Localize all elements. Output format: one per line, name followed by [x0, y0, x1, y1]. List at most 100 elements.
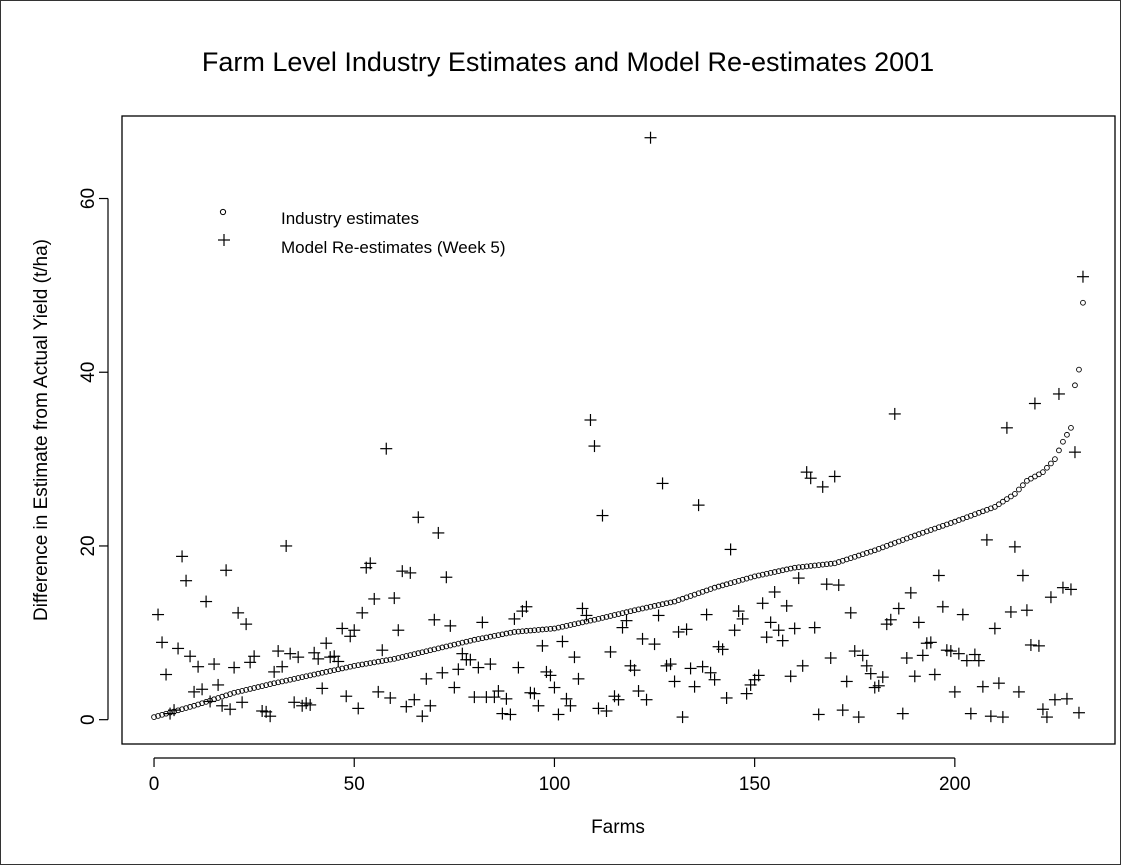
model-reestimate-point: [1004, 605, 1017, 618]
model-reestimate-point: [680, 623, 693, 636]
industry-estimate-point: [735, 578, 742, 584]
industry-estimate-point: [283, 677, 290, 684]
industry-estimate-point: [1000, 498, 1006, 505]
industry-estimate-point: [307, 672, 314, 679]
industry-estimate-point: [331, 667, 338, 674]
model-reestimate-point: [412, 511, 425, 524]
model-reestimate-point: [496, 707, 509, 720]
model-reestimate-point: [616, 621, 629, 634]
industry-estimate-point: [1004, 496, 1010, 502]
industry-estimate-point: [595, 615, 602, 622]
industry-estimate-point: [559, 623, 566, 630]
model-reestimate-point: [812, 708, 825, 721]
model-reestimate-point: [1072, 706, 1085, 719]
model-reestimate-point: [508, 612, 521, 625]
industry-estimate-point: [515, 628, 522, 635]
industry-estimate-point: [763, 570, 770, 577]
model-reestimate-point: [912, 616, 925, 629]
model-reestimate-point: [908, 670, 921, 683]
model-reestimate-point: [220, 564, 233, 577]
industry-estimate-point: [415, 650, 422, 656]
model-reestimate-point: [916, 649, 929, 662]
industry-estimate-point: [399, 654, 406, 660]
industry-estimate-point: [343, 664, 350, 671]
industry-estimate-point: [723, 581, 730, 588]
industry-estimate-point: [567, 622, 574, 628]
model-reestimate-point: [1016, 569, 1029, 582]
y-axis-label: Difference in Estimate from Actual Yield…: [31, 239, 52, 621]
industry-estimate-point: [531, 627, 538, 634]
model-reestimate-point: [724, 543, 737, 556]
x-tick-label: 200: [939, 774, 971, 795]
industry-estimate-point: [783, 566, 790, 573]
industry-estimate-point: [339, 665, 346, 672]
x-axis-label: Farms: [591, 817, 645, 838]
x-tick-label: 100: [539, 774, 571, 795]
model-reestimate-point: [784, 670, 797, 683]
industry-estimate-point: [727, 580, 734, 586]
model-reestimate-point: [636, 632, 649, 645]
model-reestimate-point: [208, 658, 221, 671]
industry-estimate-point: [795, 564, 802, 571]
industry-estimate-point: [279, 678, 286, 685]
industry-estimate-point: [375, 658, 382, 665]
model-reestimate-point: [572, 672, 585, 685]
industry-estimate-point: [1072, 382, 1078, 389]
model-reestimate-point: [1044, 591, 1057, 604]
model-reestimate-point: [648, 638, 661, 651]
model-reestimate-point: [696, 660, 709, 673]
model-reestimate-point: [668, 675, 681, 688]
model-reestimate-point: [448, 681, 461, 694]
industry-estimate-point: [767, 570, 774, 576]
industry-estimate-point: [155, 713, 161, 719]
industry-estimate-point: [359, 661, 366, 668]
model-reestimate-point: [348, 624, 361, 637]
model-reestimate-point: [876, 671, 889, 684]
industry-estimate-point: [395, 655, 402, 661]
industry-estimate-point: [619, 610, 626, 616]
chart-title: Farm Level Industry Estimates and Model …: [202, 47, 934, 77]
model-reestimate-point: [1064, 583, 1077, 596]
industry-estimate-point: [799, 563, 806, 570]
model-reestimate-point: [388, 592, 401, 605]
model-reestimate-point: [292, 651, 305, 664]
legend-label-industry: Industry estimates: [281, 209, 419, 228]
x-tick-label: 0: [149, 774, 160, 795]
industry-estimate-point: [791, 564, 798, 571]
industry-estimate-point: [803, 563, 810, 570]
model-reestimate-point: [952, 647, 965, 660]
model-reestimate-point: [644, 131, 657, 144]
industry-estimate-point: [447, 642, 454, 649]
plot-area: [121, 115, 1116, 745]
model-reestimate-point: [152, 608, 165, 621]
model-reestimate-point: [248, 650, 261, 663]
model-reestimate-point: [728, 624, 741, 637]
industry-estimate-point: [267, 681, 273, 688]
model-reestimate-point: [588, 440, 601, 453]
chart-legend: Industry estimates Model Re-estimates (W…: [218, 208, 506, 257]
model-reestimate-point: [272, 645, 285, 658]
y-tick-label: 0: [78, 714, 99, 725]
model-reestimate-point: [836, 704, 849, 717]
model-reestimate-point: [488, 691, 501, 704]
model-reestimate-point: [476, 616, 489, 629]
model-reestimate-point: [428, 613, 441, 626]
model-reestimate-point: [1060, 692, 1073, 705]
model-reestimate-point: [832, 579, 845, 592]
industry-estimate-point: [607, 613, 614, 619]
industry-estimate-point: [551, 625, 558, 632]
industry-estimate-point: [311, 671, 318, 678]
model-reestimate-point: [416, 710, 429, 723]
model-reestimate-point: [384, 691, 397, 704]
model-reestimate-point: [1032, 639, 1045, 652]
industry-estimate-point: [579, 619, 586, 626]
model-reestimate-point: [756, 597, 769, 610]
industry-estimate-point: [419, 649, 426, 656]
model-reestimate-point: [504, 708, 517, 721]
model-reestimate-point: [884, 613, 897, 626]
industry-estimate-point: [555, 624, 562, 631]
model-reestimate-point: [992, 677, 1005, 690]
model-reestimate-point: [692, 499, 705, 512]
model-reestimate-point: [204, 695, 217, 708]
model-reestimate-point: [556, 635, 569, 648]
